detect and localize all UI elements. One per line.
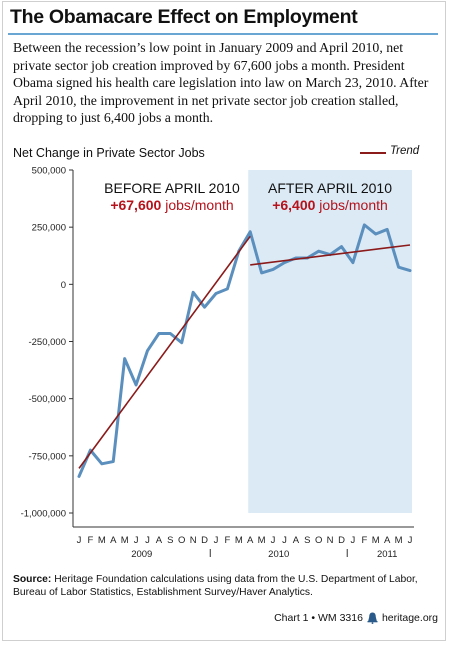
source-label: Source: — [13, 574, 52, 585]
y-tick-label: -500,000 — [28, 394, 66, 405]
x-month-label: O — [178, 535, 185, 546]
x-month-label: N — [190, 535, 197, 546]
source-text: Heritage Foundation calculations using d… — [13, 574, 418, 598]
x-month-label: J — [145, 535, 150, 546]
liberty-bell-icon — [367, 612, 378, 624]
x-month-label: J — [134, 535, 139, 546]
after-april-2010-shading — [248, 170, 412, 513]
annotation-heading: AFTER APRIL 2010 — [268, 180, 392, 196]
x-month-label: J — [77, 535, 82, 546]
x-month-label: M — [98, 535, 106, 546]
legend-trend-label: Trend — [390, 145, 420, 157]
y-tick-label: -1,000,000 — [21, 509, 66, 520]
annotation-rate: +67,600 jobs/month — [110, 197, 233, 213]
x-month-label: A — [156, 535, 163, 546]
chart-subtitle: Net Change in Private Sector Jobs — [13, 146, 205, 160]
series-line-private-sector-jobs — [77, 223, 412, 478]
y-tick-label: -250,000 — [28, 337, 66, 348]
chart-title: The Obamacare Effect on Employment — [10, 6, 358, 28]
x-month-label: O — [315, 535, 322, 546]
x-month-label: D — [201, 535, 208, 546]
title-rule — [8, 33, 438, 35]
y-tick-label: 500,000 — [32, 166, 66, 177]
chart-description: Between the recession’s low point in Jan… — [13, 40, 429, 126]
legend-trend-swatch — [360, 152, 386, 154]
trend-line-before — [78, 235, 251, 469]
x-month-label: J — [271, 535, 276, 546]
y-tick-label: -750,000 — [28, 451, 66, 462]
x-month-label: M — [121, 535, 129, 546]
x-month-label: S — [167, 535, 173, 546]
annotation-rate-value: +67,600 — [110, 197, 161, 213]
x-month-label: J — [408, 535, 413, 546]
x-month-label: F — [224, 535, 230, 546]
x-month-label: F — [361, 535, 367, 546]
x-month-label: M — [372, 535, 380, 546]
x-year-label: 2010 — [268, 549, 289, 560]
y-tick-label: 250,000 — [32, 223, 66, 234]
chart-id: Chart 1 • WM 3316 — [274, 612, 363, 624]
x-month-label: A — [293, 535, 300, 546]
x-month-label: A — [110, 535, 117, 546]
x-month-label: D — [338, 535, 345, 546]
site-name: heritage.org — [381, 612, 438, 624]
x-month-label: A — [384, 535, 391, 546]
x-month-label: A — [247, 535, 254, 546]
x-year-label: 2011 — [377, 549, 397, 560]
x-month-label: M — [258, 535, 266, 546]
annotation-rate-unit: jobs/month — [315, 197, 387, 213]
annotation-rate: +6,400 jobs/month — [272, 197, 388, 213]
y-tick-label: 0 — [61, 280, 66, 291]
x-month-label: J — [351, 535, 356, 546]
x-month-label: N — [327, 535, 334, 546]
x-month-label: S — [304, 535, 310, 546]
x-month-label: J — [214, 535, 219, 546]
annotation-rate-unit: jobs/month — [161, 197, 233, 213]
annotation-rate-value: +6,400 — [272, 197, 315, 213]
x-month-label: F — [88, 535, 94, 546]
x-month-label: M — [235, 535, 243, 546]
annotation-heading: BEFORE APRIL 2010 — [104, 180, 240, 196]
x-month-label: J — [282, 535, 287, 546]
x-month-label: M — [395, 535, 403, 546]
x-year-label: 2009 — [131, 549, 152, 560]
trend-line-after — [250, 244, 411, 266]
footer: Chart 1 • WM 3316 heritage.org — [274, 612, 438, 624]
legend: Trend — [360, 145, 440, 161]
source-note: Source: Heritage Foundation calculations… — [13, 573, 438, 599]
